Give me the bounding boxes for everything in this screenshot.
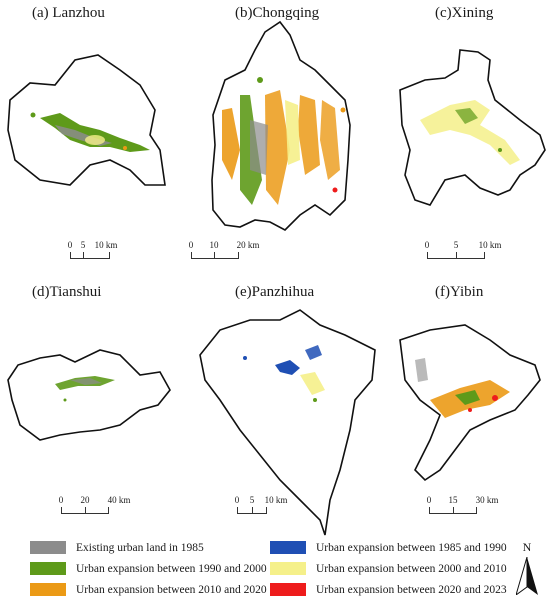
scale-label: 5 bbox=[249, 495, 255, 505]
scale-bar-xining: 0 5 10 km bbox=[422, 240, 502, 259]
scale-bar-yibin: 0 15 30 km bbox=[423, 495, 513, 514]
legend-swatch bbox=[270, 583, 306, 596]
scale-label: 0 bbox=[234, 495, 240, 505]
legend-label: Urban expansion between 2000 and 2010 bbox=[316, 562, 507, 575]
legend-label: Urban expansion between 1985 and 1990 bbox=[316, 541, 507, 554]
map-xining bbox=[399, 49, 546, 206]
panel-title-lanzhou: (a) Lanzhou bbox=[32, 5, 105, 21]
scale-label: 30 km bbox=[475, 495, 499, 505]
panel-title-xining: (c)Xining bbox=[435, 5, 494, 21]
legend-item-1990-2000: Urban expansion between 1990 and 2000 bbox=[30, 562, 267, 575]
legend-label: Urban expansion between 2020 and 2023 bbox=[316, 583, 507, 596]
legend-label: Urban expansion between 1990 and 2000 bbox=[76, 562, 267, 575]
legend-swatch bbox=[30, 562, 66, 575]
map-panzhihua bbox=[199, 309, 376, 536]
legend-swatch bbox=[270, 541, 306, 554]
map-yibin bbox=[399, 324, 541, 482]
legend-label: Urban expansion between 2010 and 2020 bbox=[76, 583, 267, 596]
scale-bar-chongqing: 0 10 20 km bbox=[185, 240, 265, 259]
north-label: N bbox=[522, 540, 532, 554]
legend-item-2020-2023: Urban expansion between 2020 and 2023 bbox=[270, 583, 507, 596]
legend-swatch bbox=[270, 562, 306, 575]
scale-label: 0 bbox=[58, 495, 64, 505]
scale-label: 5 bbox=[453, 240, 459, 250]
legend-swatch bbox=[30, 583, 66, 596]
scale-label: 40 km bbox=[107, 495, 131, 505]
legend-swatch bbox=[30, 541, 66, 554]
scale-label: 20 km bbox=[236, 240, 260, 250]
map-chongqing bbox=[211, 20, 351, 231]
north-arrow-icon bbox=[515, 556, 538, 597]
scale-label: 10 km bbox=[264, 495, 288, 505]
scale-label: 15 bbox=[448, 495, 458, 505]
map-lanzhou bbox=[7, 54, 166, 186]
scale-label: 10 bbox=[209, 240, 219, 250]
legend-item-2000-2010: Urban expansion between 2000 and 2010 bbox=[270, 562, 507, 575]
panel-title-panzhihua: (e)Panzhihua bbox=[235, 284, 315, 300]
scale-label: 0 bbox=[67, 240, 73, 250]
legend-item-1985-1990: Urban expansion between 1985 and 1990 bbox=[270, 541, 507, 554]
scale-label: 0 bbox=[424, 240, 430, 250]
scale-bar-lanzhou: 0 5 10 km bbox=[66, 240, 126, 259]
scale-label: 10 km bbox=[478, 240, 502, 250]
scale-label: 5 bbox=[80, 240, 86, 250]
panel-title-chongqing: (b)Chongqing bbox=[235, 5, 320, 21]
scale-label: 0 bbox=[188, 240, 194, 250]
map-tianshui bbox=[7, 349, 171, 441]
panel-title-yibin: (f)Yibin bbox=[435, 284, 484, 300]
legend-item-existing-1985: Existing urban land in 1985 bbox=[30, 541, 204, 554]
legend-item-2010-2020: Urban expansion between 2010 and 2020 bbox=[30, 583, 267, 596]
scale-label: 10 km bbox=[94, 240, 118, 250]
legend-label: Existing urban land in 1985 bbox=[76, 541, 204, 554]
scale-bar-panzhihua: 0 5 10 km bbox=[232, 495, 312, 514]
scale-label: 0 bbox=[426, 495, 432, 505]
north-arrow: N bbox=[512, 540, 542, 600]
panel-title-tianshui: (d)Tianshui bbox=[32, 284, 102, 300]
scale-label: 20 bbox=[80, 495, 90, 505]
scale-bar-tianshui: 0 20 40 km bbox=[55, 495, 135, 514]
